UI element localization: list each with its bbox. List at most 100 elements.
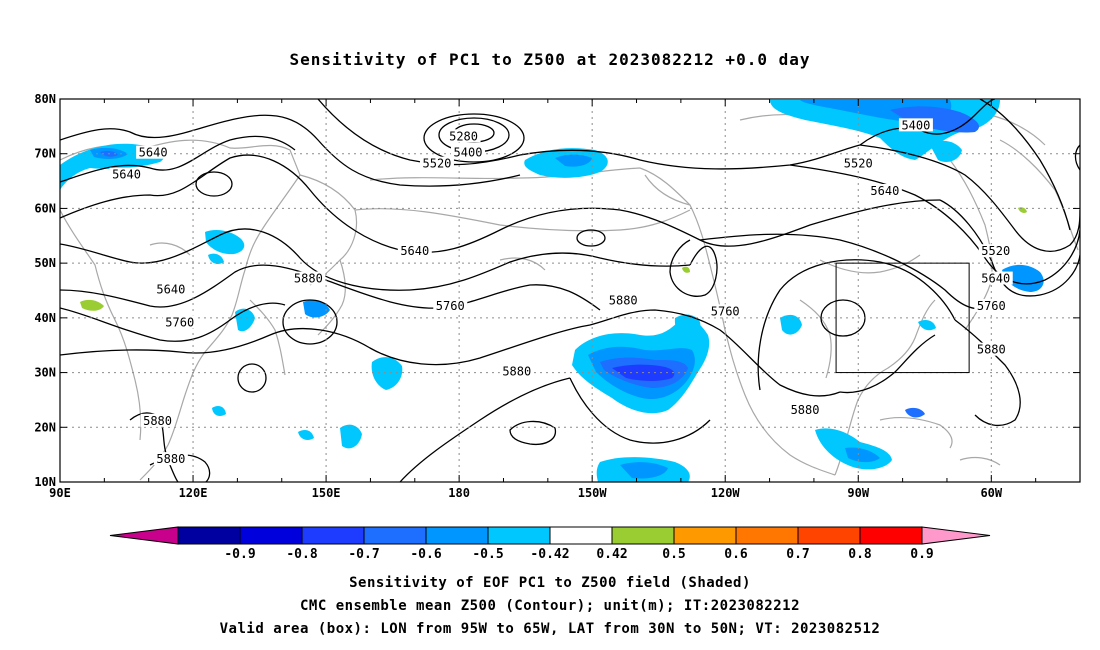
colorbar-label: 0.7 [786,547,809,562]
contour-label-bg [841,156,876,170]
contour-line [839,334,936,394]
shade-region [845,447,880,463]
contour-line [399,377,571,482]
contour-line [237,363,267,393]
contour-line [859,99,996,146]
contour-label-bg [867,184,902,198]
colorbar-right-triangle [921,526,991,545]
shade-region [890,106,980,133]
contour-label: 5640 [156,283,185,297]
contour-line [939,199,1080,297]
contour-label: 5280 [449,129,478,143]
contour-label: 5760 [711,304,740,318]
colorbar-segment [363,526,427,545]
colorbar-segment [425,526,489,545]
caption-contour: CMC ensemble mean Z500 (Contour); unit(m… [299,598,800,614]
lon-label: 120E [179,486,208,500]
shade-region [555,154,592,167]
contour-label: 5760 [165,315,194,329]
contour-label: 5640 [112,168,141,182]
colorbar-segment [611,526,675,545]
lat-label: 10N [34,475,56,489]
contour-label-bg [136,145,171,159]
contour-line [60,228,691,291]
contour-line [282,299,338,345]
contour-line [757,259,956,391]
contour-line [195,171,233,197]
colorbar-segment [549,526,613,545]
contour-label: 5520 [981,244,1010,258]
contour-label-bg [788,402,823,416]
lat-label: 50N [34,256,56,270]
contour-label-bg [974,342,1009,356]
colorbar-label: 0.9 [910,547,933,562]
contour-line [509,420,557,446]
contour-line [576,229,606,247]
shade-region [371,357,403,390]
contour-labels: 5640564052805400552054005520564056405640… [109,118,1013,466]
colorbar-label: 0.8 [848,547,872,562]
lon-label: 60W [980,486,1002,500]
colorbar-left-triangle [109,526,179,545]
lon-label: 150E [312,486,341,500]
contour-line [954,319,1021,427]
lon-label: 90W [847,486,869,500]
colorbar-segment [301,526,365,545]
contour-label-bg [153,282,188,296]
lat-label: 20N [34,420,56,434]
colorbar-label: -0.42 [530,547,569,562]
contour-label: 5880 [294,272,323,286]
contour-label-bg [978,271,1013,285]
contour-line [60,302,286,342]
shade-region [80,299,104,311]
contour-label: 5400 [901,118,930,132]
contour-line [60,324,591,366]
shade-region [298,430,314,440]
lat-axis-labels: 80N 70N 60N 50N 40N 30N 20N 10N [34,92,56,489]
contour-label-bg [606,293,641,307]
contour-label-bg [291,271,326,285]
contour-label: 5400 [454,146,483,160]
contour-line [60,154,941,254]
contour-line [699,233,1001,310]
contour-label-bg [898,118,933,132]
contour-label-bg [978,244,1013,258]
contour-label: 5880 [609,293,638,307]
contour-label: 5640 [870,184,899,198]
contour-label-bg [153,452,188,466]
shade-region [674,314,701,342]
colorbar-segment [673,526,737,545]
lat-label: 40N [34,311,56,325]
colorbar-segment [859,526,923,545]
lon-label: 150W [578,486,608,500]
contour-line [589,309,841,397]
contour-label: 5520 [844,157,873,171]
contour-label-bg [397,244,432,258]
colorbar-segment [797,526,861,545]
colorbar-labels: -0.9 -0.8 -0.7 -0.6 -0.5 -0.42 0.42 0.5 0.6 0.7 0.… [224,547,933,562]
contour-label: 5880 [143,414,172,428]
colorbar-label: -0.6 [410,547,441,562]
shade-region [303,300,330,318]
contour-label-bg [109,167,144,181]
contour-label: 5520 [423,157,452,171]
contour-line [669,239,718,297]
colorbar-label: 0.42 [596,547,627,562]
lat-label: 70N [34,147,56,161]
colorbar-segment [239,526,303,545]
contour-line [569,377,711,444]
contour-label: 5880 [502,365,531,379]
contour-label: 5880 [791,403,820,417]
colorbar-label: -0.8 [286,547,317,562]
colorbar-label: -0.7 [348,547,379,562]
contour-label-bg [974,298,1009,312]
lat-lon-grid [60,99,1080,482]
caption-valid-area: Valid area (box): LON from 95W to 65W, L… [219,621,881,637]
colorbar-label: -0.5 [472,547,503,562]
contour-label-bg [708,304,743,318]
contour-label-bg [162,315,197,329]
colorbar-label: 0.5 [662,547,685,562]
contour-label-bg [446,129,481,143]
shade-region [620,462,668,479]
